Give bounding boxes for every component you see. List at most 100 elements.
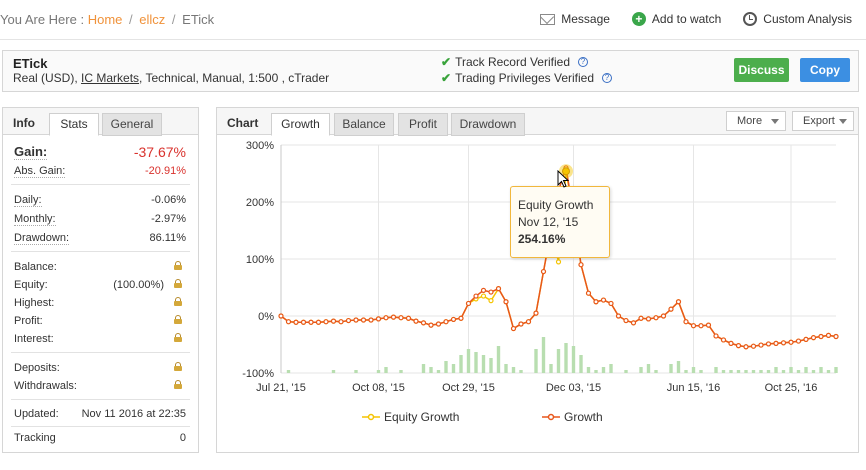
breadcrumb-separator: / [129,12,133,27]
add-to-watch-button[interactable]: + Add to watch [631,12,721,26]
discuss-button[interactable]: Discuss [734,58,789,82]
growth-point [630,320,637,326]
growth-point [420,320,427,326]
tab-growth[interactable]: Growth [271,113,330,136]
volume-bar [646,364,651,373]
trading-privileges-label: Trading Privileges Verified [455,71,595,85]
x-tick-label: Oct 08, '15 [352,382,405,394]
tooltip-value: 254.16% [518,232,566,246]
volume-bar [481,355,486,373]
growth-point [465,300,472,307]
abs-gain-value: -20.91% [145,165,186,177]
interest-row: Interest: [14,333,186,345]
equity-label: Equity: [14,279,48,291]
lock-icon [174,362,182,371]
caret-down-icon [839,119,847,124]
help-icon[interactable]: ? [602,73,613,83]
growth-point [660,313,667,319]
breadcrumb: You Are Here : Home / ellcz / ETick [0,12,214,27]
legend-equity-growth[interactable]: Equity Growth [362,410,459,424]
monthly-row: Monthly: -2.97% [14,213,186,226]
divider [11,426,190,427]
broker-link[interactable]: IC Markets [81,71,140,85]
growth-point [488,289,494,295]
breadcrumb-user-link[interactable]: ellcz [139,12,166,27]
copy-button[interactable]: Copy [800,58,850,82]
drawdown-row: Drawdown: 86.11% [14,232,186,245]
tab-balance[interactable]: Balance [334,113,394,136]
custom-analysis-button[interactable]: Custom Analysis [743,12,852,26]
lock-icon [174,279,182,288]
balance-label: Balance: [14,261,57,273]
gain-label: Gain: [14,144,48,160]
updated-label: Updated: [14,408,59,420]
growth-point [743,344,749,350]
caret-down-icon [771,119,779,124]
tab-stats[interactable]: Stats [49,113,99,136]
legend-equity-growth-label: Equity Growth [384,410,460,424]
volume-bar [511,367,516,373]
divider [11,184,190,185]
volume-bar [354,370,358,373]
volume-bar [489,358,493,373]
volume-bar [579,355,583,373]
legend-growth[interactable]: Growth [542,410,603,424]
export-dropdown[interactable]: Export [792,111,854,131]
deposits-row: Deposits: [14,362,186,374]
growth-point [593,299,599,305]
drawdown-label: Drawdown: [14,232,70,245]
growth-point [720,337,727,343]
y-tick-label: -100% [242,368,274,380]
growth-point [818,333,824,340]
volume-bar [594,370,598,373]
volume-bar [654,370,658,373]
growth-point [705,322,712,328]
growth-point [608,300,614,307]
growth-point [810,335,817,341]
highest-label: Highest: [14,297,55,309]
message-button[interactable]: Message [540,12,610,26]
breadcrumb-prefix: You Are Here : [0,12,85,27]
volume-bar [541,337,546,373]
highlight-point [562,167,570,176]
volume-bar [826,370,831,373]
equity-growth-point [480,293,487,299]
volume-bar [789,367,793,373]
growth-point [638,315,644,321]
volume-bar [744,370,748,373]
growth-point [308,319,314,325]
volume-bar [766,370,771,373]
volume-bar [331,370,336,373]
growth-point [765,341,772,347]
growth-point [713,333,719,339]
tab-profit[interactable]: Profit [398,113,448,136]
account-type: Real (USD), [13,71,78,85]
volume-bar [496,346,501,373]
more-dropdown[interactable]: More [726,111,786,131]
growth-point [683,319,689,325]
breadcrumb-current: ETick [182,12,215,27]
volume-bar [804,367,808,373]
info-panel-header: Info Stats General [3,108,198,136]
tab-drawdown[interactable]: Drawdown [451,113,525,136]
growth-point [413,318,419,324]
growth-point [435,321,442,327]
envelope-icon [540,13,556,25]
drawdown-value: 86.11% [149,232,187,244]
monthly-label: Monthly: [14,213,56,226]
growth-point [833,333,839,340]
volume-bar [286,370,291,373]
growth-point [518,321,524,327]
growth-point [315,319,322,325]
volume-bar [691,367,696,373]
export-label: Export [803,115,835,127]
tracking-value: 0 [179,432,186,444]
withdrawals-label: Withdrawals: [14,380,77,392]
breadcrumb-home-link[interactable]: Home [87,12,123,27]
divider [11,251,190,252]
help-icon[interactable]: ? [578,57,588,67]
growth-point [323,319,329,325]
growth-point [728,340,734,346]
lock-icon [174,315,182,324]
tab-general[interactable]: General [102,113,162,136]
